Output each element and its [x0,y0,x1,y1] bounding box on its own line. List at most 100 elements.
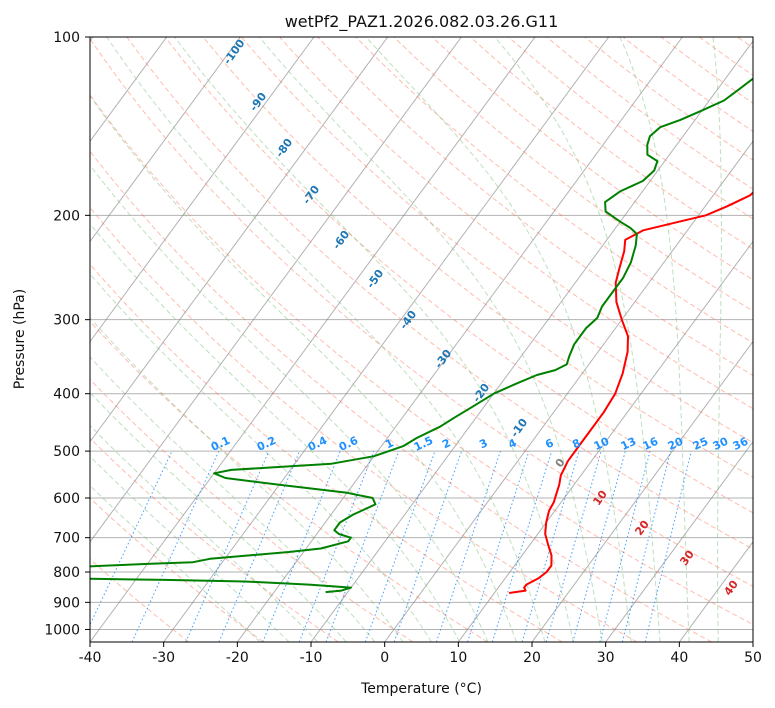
x-tick-label: 20 [523,650,541,666]
x-axis-label: Temperature (°C) [360,681,482,697]
dry-adiabat-line [90,320,488,642]
isotherm-line [90,37,315,343]
temperature-line [508,191,753,594]
mixing-ratio-line [545,450,602,642]
isotherm-label: 30 [677,548,697,568]
line-labels: -100-90-80-70-60-50-40-30-20-10010203040… [209,37,751,598]
x-tick-label: -30 [152,650,175,666]
mixing-ratio-line [131,450,220,642]
dry-adiabat-line [164,37,753,514]
isotherm-label: -100 [221,37,248,67]
dry-adiabat-line [126,37,753,550]
isotherm-line [752,641,753,642]
mixing-ratio-line [644,450,692,642]
moist-adiabat-line [90,392,347,642]
y-axis: 100 200 300 400 500 600 700 800 900 1000 [44,30,90,638]
mixing-ratio-label: 3 [477,436,489,451]
mixing-ratio-line [185,450,270,642]
mixing-ratio-line [90,450,173,626]
chart-title: wetPf2_PAZ1.2026.082.03.26.G11 [285,12,559,32]
isotherm-line [678,541,753,642]
x-tick-label: -40 [79,650,102,666]
mixing-ratio-line [572,450,626,642]
isotherm-label: -60 [330,228,352,252]
isotherm-line [90,37,389,443]
dry-adiabat-line [90,263,563,642]
mixing-ratio-label: 36 [731,435,751,453]
dry-adiabat-line [279,37,753,410]
mixing-ratio-label: 6 [543,436,556,451]
dry-adiabat-line [508,37,753,220]
x-tick-label: -10 [300,650,323,666]
moist-adiabat-line [365,37,632,642]
mixing-ratio-label: 25 [691,435,710,453]
mixing-ratio-line [491,450,553,642]
y-tick-label: 400 [53,387,80,403]
isotherm-label: 20 [632,518,652,538]
isotherm-label: -90 [247,90,269,114]
dry-adiabat-line [90,150,712,642]
dry-adiabat-line [698,37,753,76]
background-lines [90,37,753,642]
x-tick-label: 40 [670,650,688,666]
mixing-ratio-label: 2 [440,436,452,451]
mixing-ratio-label: 20 [666,435,686,453]
sounding-series [90,77,753,594]
x-axis: -40 -30 -20 -10 0 10 20 30 40 50 [79,642,762,666]
dry-adiabat-line [90,37,753,587]
mixing-ratio-line [325,450,400,642]
y-tick-label: 800 [53,565,80,581]
isotherm-line [384,140,753,642]
plot-frame [89,36,754,643]
moist-adiabat-line [712,37,722,642]
mixing-ratio-line [298,450,375,642]
dry-adiabat-line [317,37,753,377]
y-tick-label: 200 [53,208,80,224]
dewpoint-line [90,77,753,594]
dry-adiabat-line [90,206,638,642]
y-tick-label: 300 [53,313,80,329]
x-tick-label: 0 [380,650,389,666]
x-tick-label: 30 [597,650,615,666]
dry-adiabat-line [622,37,753,132]
moist-adiabat-line [90,317,404,642]
isotherm-line [605,440,753,642]
y-tick-label: 700 [53,531,80,547]
mixing-ratio-line [435,450,501,642]
isotherm-label: -30 [432,347,454,371]
moist-adiabat-line [258,37,603,642]
y-axis-label: Pressure (hPa) [12,289,28,389]
moist-adiabat-line [106,37,546,642]
isotherm-line [531,340,753,642]
mixing-ratio-label: 30 [711,435,731,453]
mixing-ratio-line [393,450,463,642]
y-tick-label: 600 [53,491,80,507]
x-tick-label: 10 [449,650,467,666]
dry-adiabat-line [431,37,753,281]
mixing-ratio-line [521,450,580,642]
isotherm-line [457,240,753,642]
isotherm-label: -20 [470,381,492,405]
isotherm-label: -80 [273,136,295,160]
y-tick-label: 500 [53,444,80,460]
isotherm-line [90,37,536,642]
isotherm-label: -40 [397,308,419,332]
isotherm-line [90,37,168,143]
mixing-ratio-line [621,450,672,642]
dry-adiabat-line [90,378,414,642]
mixing-ratio-line [599,450,651,642]
moist-adiabat-line [90,356,376,642]
isotherm-line [236,37,683,642]
moist-adiabat-line [619,37,690,642]
moist-adiabat-line [174,37,575,642]
x-tick-label: 50 [744,650,762,666]
isotherm-line [90,37,241,243]
mixing-ratio-label: 16 [641,435,661,453]
mixing-ratio-label: 10 [592,435,612,453]
mixing-ratio-label: 13 [619,435,638,453]
dry-adiabat-line [90,94,753,626]
y-tick-label: 1000 [44,622,80,638]
moist-adiabat-line [90,424,319,642]
isotherm-line [163,37,610,642]
moist-adiabat-line [90,222,461,642]
